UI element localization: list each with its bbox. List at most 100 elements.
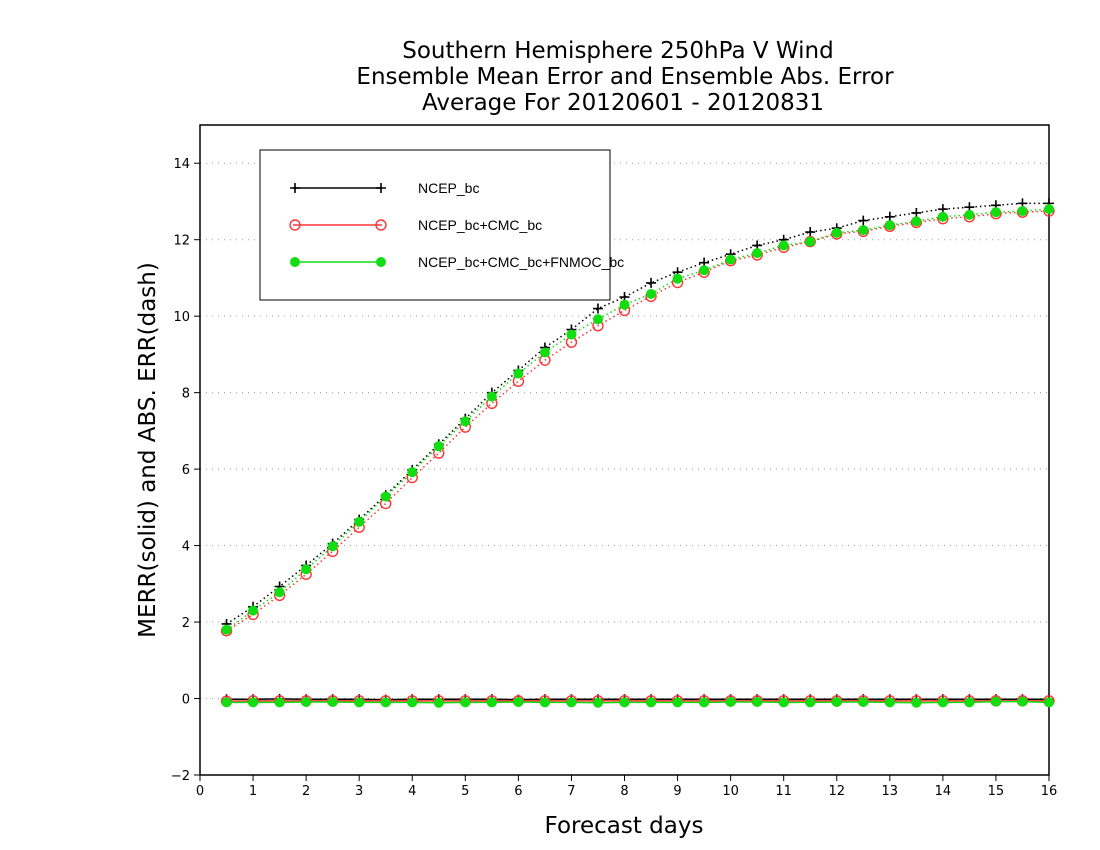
legend-marker	[376, 183, 386, 193]
abs-error-point	[619, 299, 630, 310]
y-tick-label: −2	[171, 769, 190, 784]
mean-error-point	[407, 697, 418, 708]
abs-error-point	[831, 227, 842, 238]
abs-error-point	[964, 209, 975, 220]
x-axis-label: Forecast days	[545, 813, 704, 839]
y-tick-label: 4	[182, 540, 190, 555]
mean-error-point	[486, 697, 497, 708]
abs-error-point	[805, 227, 816, 238]
abs-error-point	[301, 564, 312, 575]
abs-error-point	[672, 273, 683, 284]
abs-error-point	[1017, 206, 1028, 217]
abs-error-point	[354, 516, 365, 527]
x-tick-label: 14	[935, 784, 952, 799]
legend-label: NCEP_bc+CMC_bc	[418, 217, 542, 233]
chart-title: Southern Hemisphere 250hPa V Wind Ensemb…	[356, 38, 894, 116]
mean-error-point	[752, 696, 763, 707]
abs-error-point	[380, 491, 391, 502]
mean-error-point	[964, 697, 975, 708]
legend-marker	[290, 257, 300, 267]
abs-error-point	[937, 211, 948, 222]
legend-marker	[289, 219, 301, 231]
mean-error-point	[884, 697, 895, 708]
abs-error-point	[911, 216, 922, 227]
mean-error-point	[248, 697, 259, 708]
legend-label: NCEP_bc	[418, 180, 479, 196]
y-axis-label: MERR(solid) and ABS. ERR(dash)	[135, 262, 161, 638]
abs-error-point	[858, 225, 869, 236]
y-tick-label: 0	[182, 693, 190, 708]
abs-error-point	[248, 605, 259, 616]
abs-error-point	[646, 289, 657, 299]
abs-error-point	[884, 220, 895, 231]
x-tick-label: 16	[1041, 784, 1058, 799]
series-ncep-bc-cmc-bc-fnmoc-bc	[221, 204, 1054, 708]
mean-error-point	[513, 696, 524, 707]
legend-marker	[376, 257, 386, 267]
abs-error-point	[460, 416, 471, 427]
y-tick-label: 14	[173, 157, 190, 172]
abs-error-point	[486, 391, 497, 402]
abs-error-point	[513, 368, 524, 379]
mean-error-point	[672, 697, 683, 708]
x-tick-label: 9	[673, 784, 681, 799]
abs-error-point	[1044, 204, 1054, 215]
abs-error-point	[646, 277, 657, 288]
legend-marker	[375, 219, 387, 231]
legend-item-ncep-bc-cmc-bc: NCEP_bc+CMC_bc	[289, 217, 542, 233]
x-tick-label: 1	[249, 784, 257, 799]
abs-error-point	[539, 347, 550, 358]
abs-error-point	[433, 441, 444, 452]
abs-error-point	[752, 248, 763, 259]
mean-error-point	[858, 696, 869, 707]
series-layer	[220, 198, 1055, 708]
mean-error-point	[327, 696, 338, 707]
mean-error-point	[460, 697, 471, 708]
abs-error-point	[725, 254, 736, 265]
mean-error-point	[911, 697, 922, 708]
x-tick-label: 7	[567, 784, 575, 799]
x-tick-label: 15	[988, 784, 1005, 799]
mean-error-point	[433, 697, 444, 708]
mean-error-point	[778, 697, 789, 708]
mean-error-point	[274, 697, 285, 708]
mean-error-point	[301, 696, 312, 707]
legend-items: NCEP_bc NCEP_bc+CMC_bc NCEP_bc+CMC_bc+FNMO…	[289, 180, 624, 270]
mean-error-line	[226, 700, 1050, 704]
legend-item-ncep-bc: NCEP_bc	[290, 180, 479, 196]
mean-error-point	[831, 696, 842, 707]
mean-error-point	[725, 696, 736, 707]
x-tick-label: 3	[355, 784, 363, 799]
abs-error-point	[327, 541, 338, 552]
y-tick-label: 6	[182, 463, 190, 478]
legend-marker	[290, 183, 300, 193]
x-tick-label: 4	[408, 784, 416, 799]
mean-error-point	[221, 697, 232, 708]
mean-error-point	[566, 697, 577, 708]
y-tick-label: 8	[182, 387, 190, 402]
y-tick-label: 10	[173, 310, 190, 325]
mean-error-line	[226, 698, 1049, 701]
mean-error-point	[937, 697, 948, 708]
x-tick-label: 5	[461, 784, 469, 799]
abs-error-point	[407, 467, 418, 478]
title-line-3: Average For 20120601 - 20120831	[422, 90, 824, 116]
x-tick-label: 11	[775, 784, 792, 799]
abs-error-point	[805, 236, 816, 247]
x-tick-label: 13	[882, 784, 899, 799]
legend-label: NCEP_bc+CMC_bc+FNMOC_bc	[418, 254, 624, 270]
legend-item-ncep-bc-cmc-bc-fnmoc-bc: NCEP_bc+CMC_bc+FNMOC_bc	[290, 254, 624, 270]
mean-error-point	[1044, 697, 1054, 708]
abs-error-point	[990, 207, 1001, 218]
mean-error-point	[592, 697, 603, 708]
abs-error-point	[699, 265, 710, 276]
mean-error-point	[380, 697, 391, 708]
x-tick-label: 10	[722, 784, 739, 799]
mean-error-point	[354, 697, 365, 708]
mean-error-point	[805, 697, 816, 708]
mean-error-point	[646, 697, 657, 708]
mean-error-point	[990, 696, 1001, 707]
abs-error-point	[778, 240, 789, 251]
abs-error-point	[592, 314, 603, 325]
